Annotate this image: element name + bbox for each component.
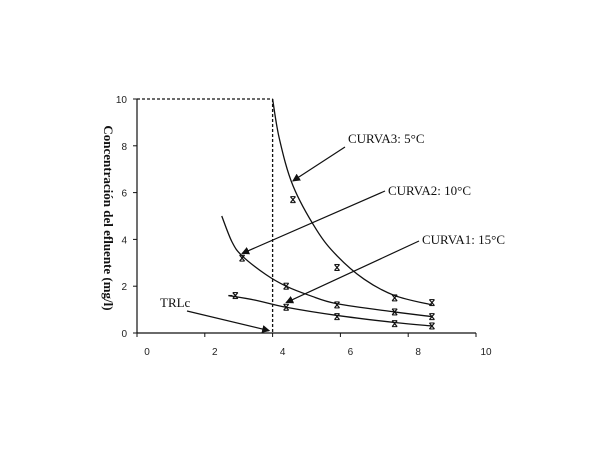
data-point-stroke (391, 308, 398, 316)
y-tick-label: 0 (121, 329, 127, 340)
data-point (334, 263, 340, 271)
series-curve (221, 215, 433, 318)
data-point-stroke (391, 294, 398, 302)
y-tick-label: 10 (116, 95, 128, 106)
data-point (428, 299, 435, 307)
data-point (232, 292, 239, 300)
annotation-label: CURVA2: 10°C (388, 183, 471, 198)
data-point-stroke (428, 299, 435, 306)
data-point (239, 254, 246, 262)
annotation-arrow (292, 146, 346, 182)
x-tick-label: 2 (212, 347, 218, 358)
x-tick-label: 8 (415, 347, 421, 358)
data-point-stroke (289, 196, 296, 204)
data-point-stroke (334, 264, 340, 271)
x-tick-label: 4 (280, 347, 286, 358)
data-point (391, 294, 398, 302)
data-point-stroke (232, 292, 239, 299)
data-point (391, 308, 398, 316)
annotation-label: TRLc (160, 295, 191, 310)
annotation-arrow (186, 310, 271, 333)
data-point-stroke (283, 282, 290, 290)
y-tick-label: 2 (121, 282, 127, 293)
data-point-stroke (283, 303, 290, 311)
data-point-stroke (428, 313, 435, 321)
annotation-label: CURVA3: 5°C (348, 131, 425, 146)
data-point (391, 320, 398, 328)
data-point (334, 313, 340, 321)
y-tick-label: 6 (121, 189, 127, 200)
data-point (428, 322, 435, 330)
data-point (289, 196, 296, 204)
data-point-stroke (334, 301, 340, 309)
y-tick-label: 8 (121, 142, 127, 153)
data-point-stroke (334, 313, 340, 321)
x-tick-label: 6 (348, 347, 354, 358)
data-point (283, 303, 290, 311)
series-curve (271, 98, 433, 306)
annotation-arrow (285, 240, 420, 304)
y-tick-label: 4 (121, 235, 127, 246)
data-point (428, 313, 435, 321)
data-point-stroke (391, 320, 398, 328)
x-tick-label: 10 (480, 347, 492, 358)
data-point-stroke (239, 254, 246, 262)
x-tick-label: 0 (144, 347, 150, 358)
series-curve (228, 294, 432, 327)
annotation-label: CURVA1: 15°C (422, 232, 505, 247)
y-axis-label: Concentración del efluente (mg/l) (101, 125, 116, 310)
annotation-arrow (241, 190, 386, 255)
data-point (283, 282, 290, 290)
data-point-stroke (428, 322, 435, 330)
data-point (334, 301, 340, 309)
